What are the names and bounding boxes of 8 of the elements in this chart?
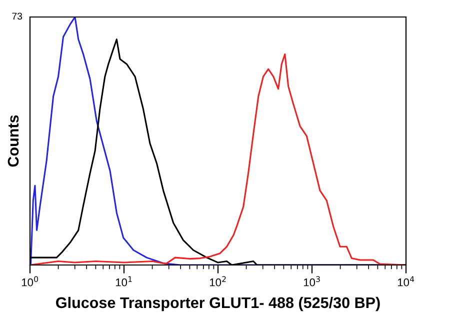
text: 73	[12, 12, 22, 20]
x-tick-label: 10$^{1}$	[116, 276, 132, 286]
x-tick-label: 10$^{3}$	[304, 276, 320, 286]
x-tick-label: 10$^{4}$	[398, 276, 414, 286]
x-tick-label: 10$^{2}$	[210, 276, 226, 286]
y-axis-title: Counts	[8, 115, 19, 167]
x-axis-title: Glucose Transporter GLUT1- 488 (525/30 BP)	[56, 296, 380, 312]
x-tick-label: 10$^{0}$	[22, 276, 38, 286]
